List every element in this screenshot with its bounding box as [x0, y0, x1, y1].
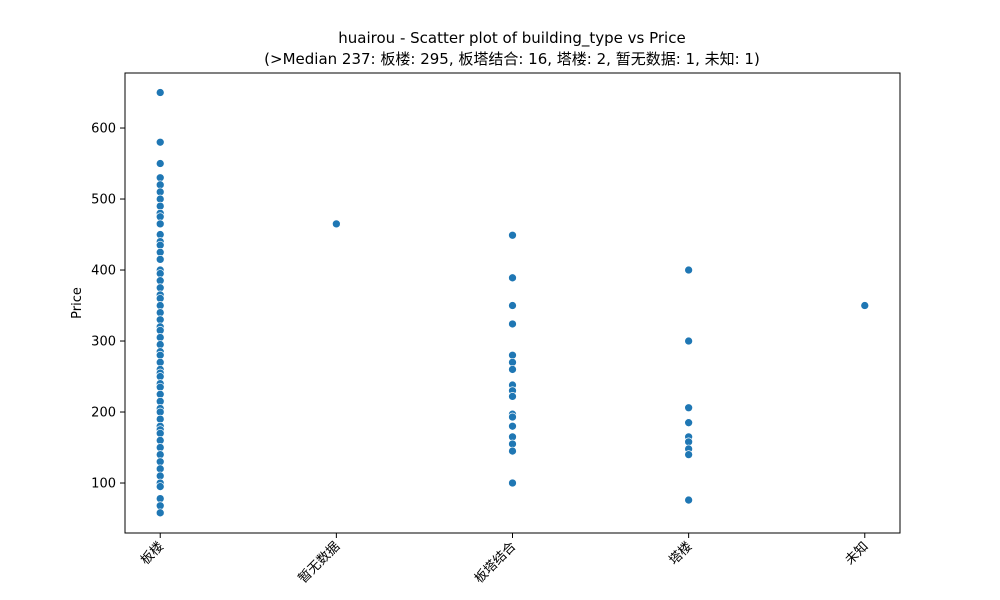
point — [155, 159, 165, 168]
y-axis-label: Price — [70, 287, 85, 319]
point — [508, 365, 517, 374]
point — [684, 265, 693, 275]
y-tick-label: 600 — [91, 122, 116, 137]
point — [508, 478, 517, 488]
point — [684, 336, 693, 346]
point — [155, 255, 165, 264]
point — [155, 219, 165, 229]
point — [684, 450, 693, 459]
point — [155, 508, 165, 518]
point — [860, 301, 870, 310]
point — [508, 421, 517, 431]
point — [508, 273, 517, 283]
point — [155, 482, 165, 491]
point — [155, 88, 165, 97]
y-tick-label: 300 — [91, 335, 116, 350]
point — [684, 418, 693, 428]
point — [508, 319, 517, 329]
point — [684, 403, 693, 413]
point — [684, 495, 693, 505]
point — [155, 137, 165, 147]
point — [508, 412, 517, 422]
chart-subtitle: (>Median 237: 板楼: 295, 板塔结合: 16, 塔楼: 2, … — [264, 50, 760, 68]
point — [508, 392, 517, 401]
y-tick-label: 100 — [91, 477, 116, 492]
chart-title: huairou - Scatter plot of building_type … — [338, 29, 685, 48]
point — [508, 446, 517, 456]
point — [332, 219, 341, 229]
point — [508, 230, 517, 240]
y-tick-label: 400 — [91, 264, 116, 279]
point — [508, 301, 517, 310]
y-tick-label: 200 — [91, 406, 116, 421]
y-tick-label: 500 — [91, 193, 116, 208]
